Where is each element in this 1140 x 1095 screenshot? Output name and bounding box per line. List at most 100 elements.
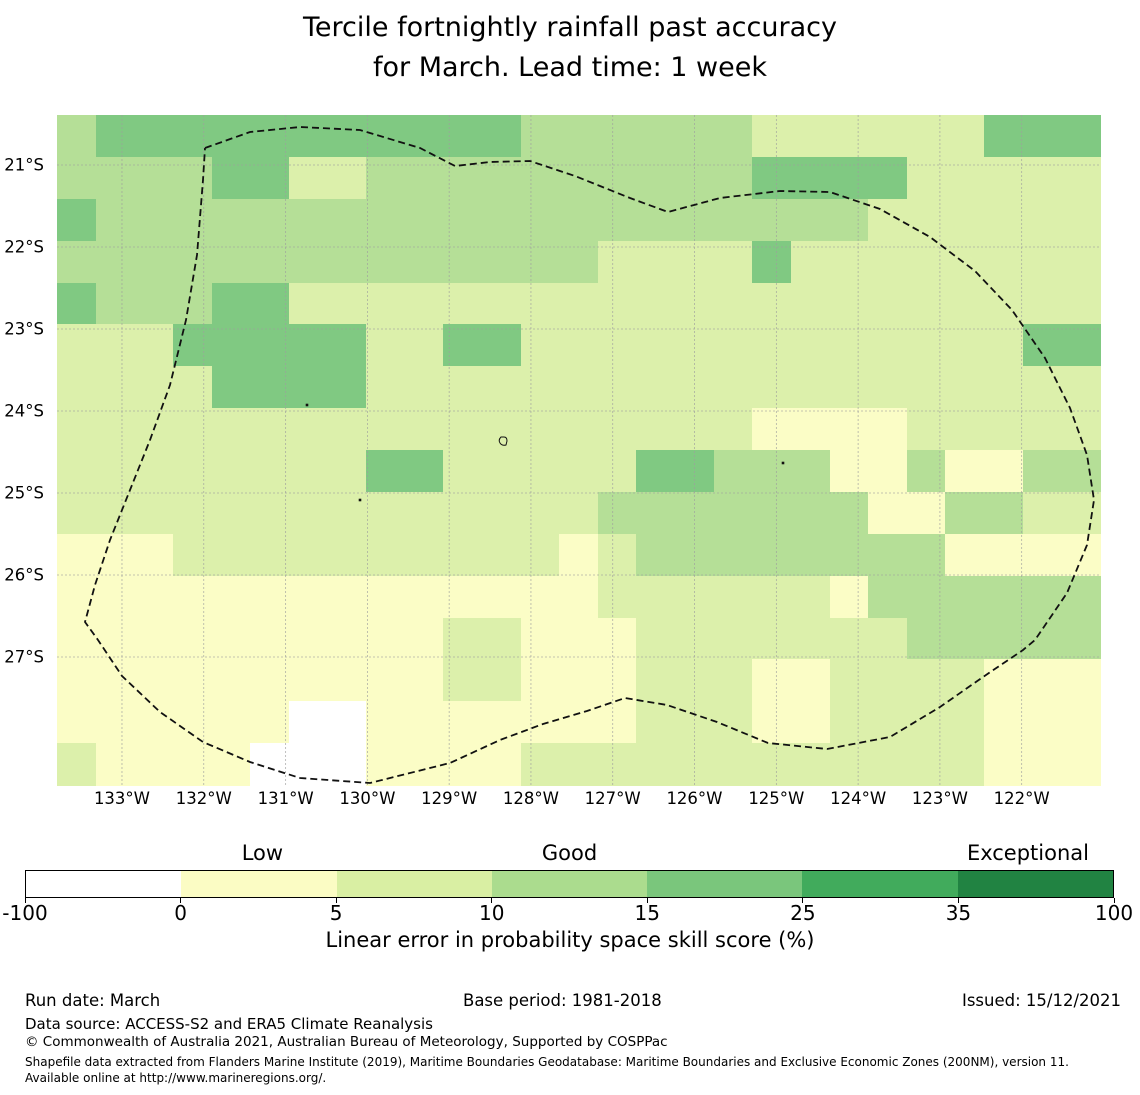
map-cell xyxy=(57,743,97,786)
x-tick-label: 129°W xyxy=(421,789,478,808)
map-cell xyxy=(57,198,97,242)
colorbar-tick-mark xyxy=(957,898,959,903)
map-cell xyxy=(984,617,1024,660)
map-cell xyxy=(172,533,213,577)
map-cell xyxy=(868,366,908,409)
colorbar-tick-mark xyxy=(646,898,648,903)
map-cell xyxy=(1022,198,1062,242)
map-cell xyxy=(404,156,444,200)
map-cell xyxy=(790,115,831,158)
map-cell xyxy=(1022,533,1062,577)
map-cell xyxy=(829,743,869,786)
x-tick-label: 128°W xyxy=(502,789,559,808)
map-cell xyxy=(172,282,213,325)
map-cell xyxy=(829,617,869,660)
map-cell xyxy=(559,533,599,577)
map-cell xyxy=(481,659,522,702)
x-tick-label: 131°W xyxy=(257,789,314,808)
map-cell xyxy=(559,324,599,367)
map-cell xyxy=(211,282,251,325)
map-cell xyxy=(481,324,522,367)
map-cell xyxy=(172,743,213,786)
map-cell xyxy=(172,575,213,619)
map-cell xyxy=(1061,575,1101,619)
map-cell xyxy=(443,701,483,744)
map-cell xyxy=(945,701,985,744)
map-cell xyxy=(250,450,290,493)
map-cell xyxy=(211,617,251,660)
map-cell xyxy=(1061,701,1101,744)
map-cell xyxy=(95,743,135,786)
map-cell xyxy=(134,198,174,242)
map-cell xyxy=(134,324,174,367)
map-cell xyxy=(752,408,792,451)
map-cell xyxy=(366,324,406,367)
map-cell xyxy=(57,701,97,744)
map-cell xyxy=(327,701,367,744)
map-cell xyxy=(211,743,251,786)
map-cell xyxy=(559,366,599,409)
map-cell xyxy=(288,198,328,242)
map-cell xyxy=(984,701,1024,744)
map-cell xyxy=(945,324,985,367)
map-cell xyxy=(366,743,406,786)
map-cell xyxy=(481,115,522,158)
map-cell xyxy=(636,240,676,284)
map-cell xyxy=(868,282,908,325)
map-cell xyxy=(1022,659,1062,702)
map-cell xyxy=(211,156,251,200)
map-cell xyxy=(1061,617,1101,660)
map-cell xyxy=(790,282,831,325)
map-cell xyxy=(250,533,290,577)
map-cell xyxy=(211,450,251,493)
map-cell xyxy=(984,575,1024,619)
map-cell xyxy=(636,575,676,619)
colorbar-segment xyxy=(26,871,182,897)
map-cell xyxy=(134,533,174,577)
map-cell xyxy=(559,743,599,786)
map-cell xyxy=(829,575,869,619)
map-cell xyxy=(790,198,831,242)
map-cell xyxy=(906,240,946,284)
chart-title-line1: Tercile fortnightly rainfall past accura… xyxy=(303,12,837,43)
map-cell xyxy=(366,156,406,200)
map-cell xyxy=(211,366,251,409)
map-cell xyxy=(288,408,328,451)
map-cell xyxy=(134,366,174,409)
y-tick-label: 23°S xyxy=(4,319,44,339)
map-cell xyxy=(443,240,483,284)
map-cell xyxy=(1061,743,1101,786)
map-cell xyxy=(1061,450,1101,493)
map-cell xyxy=(713,617,753,660)
x-tick-label: 122°W xyxy=(993,789,1050,808)
map-cell xyxy=(250,240,290,284)
map-cell xyxy=(1061,366,1101,409)
map-cell xyxy=(829,156,869,200)
colorbar-category-label: Good xyxy=(541,841,598,865)
map-cell xyxy=(288,282,328,325)
map-cell xyxy=(1061,408,1101,451)
map-cell xyxy=(559,450,599,493)
map-cell xyxy=(366,115,406,158)
map-cell xyxy=(520,533,560,577)
map-cell xyxy=(945,491,985,535)
map-cell xyxy=(366,659,406,702)
map-cell xyxy=(443,450,483,493)
map-cell xyxy=(752,366,792,409)
map-cell xyxy=(559,408,599,451)
map-cell xyxy=(559,491,599,535)
map-cell xyxy=(597,450,637,493)
map-cell xyxy=(945,156,985,200)
footer-shapefile-note: Shapefile data extracted from Flanders M… xyxy=(25,1055,1069,1085)
map-cell xyxy=(559,617,599,660)
map-cell xyxy=(868,575,908,619)
map-cell xyxy=(1022,617,1062,660)
map-cell xyxy=(172,156,213,200)
map-cell xyxy=(172,240,213,284)
map-cell xyxy=(1022,701,1062,744)
map-cell xyxy=(250,575,290,619)
map-cell xyxy=(172,659,213,702)
map-cell xyxy=(327,617,367,660)
map-cell xyxy=(404,366,444,409)
map-cell xyxy=(288,324,328,367)
